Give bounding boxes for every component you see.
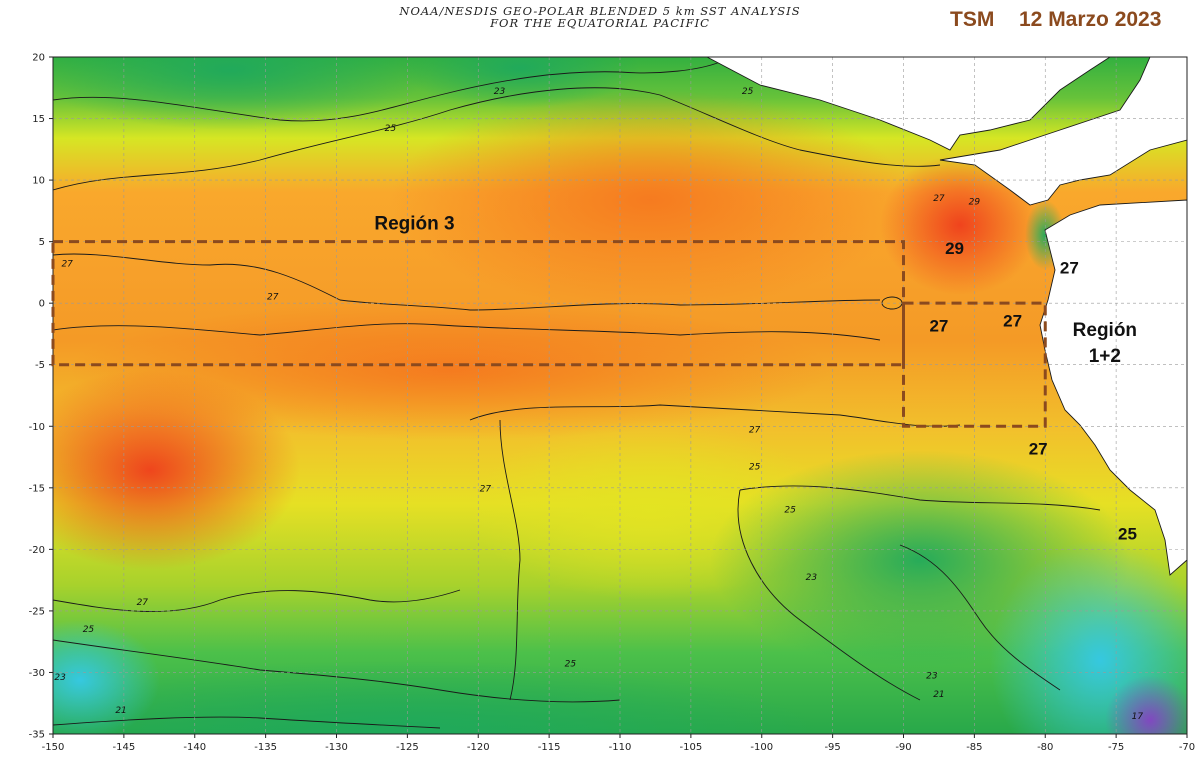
contour-27-north [53, 87, 941, 191]
x-tick-label: -90 [895, 742, 911, 753]
x-tick-label: -80 [1037, 742, 1053, 753]
cold-cyan-west [53, 620, 160, 734]
date-label: 12 Marzo 2023 [1019, 8, 1162, 31]
x-tick-label: -100 [750, 742, 773, 753]
contour-value-label: 25 [83, 625, 95, 635]
contour-labels: 27 27 27 25 23 21 25 23 25 27 27 25 25 23 25 23 21 17 29 27 [54, 87, 1143, 722]
y-tick-label: -20 [29, 545, 45, 556]
y-tick-label: 20 [32, 53, 45, 64]
x-tick-label: -95 [824, 742, 840, 753]
region-1-2-label-line2: 1+2 [1089, 346, 1121, 367]
mexico-land [706, 57, 1111, 151]
contour-27-tongue [469, 404, 961, 701]
x-tick-label: -150 [42, 742, 65, 753]
sst-annotations: 29 27 27 27 27 25 [929, 239, 1136, 544]
warm-band [70, 300, 830, 440]
x-tick-label: -70 [1179, 742, 1195, 753]
y-tick-label: -15 [29, 483, 45, 494]
x-tick-label: -135 [254, 742, 277, 753]
contour-27-west [53, 589, 461, 612]
contour-value-label: 27 [480, 485, 492, 495]
isotherm-annotation: 27 [1003, 312, 1022, 331]
cold-purple [1105, 675, 1187, 734]
south-america-land [1039, 199, 1187, 576]
region-1-2-label-line1: Región [1073, 320, 1137, 341]
contour-27-equator [53, 253, 881, 311]
y-tick-label: -5 [35, 360, 45, 371]
y-axis-ticks: 20 15 10 5 0 -5 -10 -15 -20 -25 -30 -35 [29, 53, 53, 741]
contour-value-label: 23 [926, 672, 938, 682]
contour-value-label: 21 [933, 690, 944, 700]
contour-value-label: 21 [115, 706, 126, 716]
contour-value-label: 27 [137, 598, 149, 608]
x-tick-label: -125 [396, 742, 419, 753]
y-tick-label: -10 [29, 422, 45, 433]
isotherm-annotation: 29 [945, 239, 964, 258]
x-tick-label: -145 [113, 742, 136, 753]
contour-23-southeast [899, 544, 1061, 691]
isotherm-annotation: 25 [1118, 525, 1137, 544]
cool-south [53, 660, 820, 734]
contour-value-label: 25 [749, 462, 761, 472]
contour-value-label: 25 [385, 124, 397, 134]
y-tick-label: -35 [29, 730, 45, 741]
warm-pool-north [390, 90, 910, 310]
x-tick-label: -115 [538, 742, 561, 753]
warm-core-panama [880, 155, 1040, 295]
x-axis-ticks: -150 -145 -140 -135 -130 -125 -120 -115 -110 -105… [42, 734, 1195, 753]
cool-north [400, 57, 640, 108]
region-3-label: Región 3 [374, 213, 454, 234]
contour-value-label: 25 [784, 505, 796, 515]
contour-value-label: 23 [54, 673, 66, 683]
contour-value-label: 27 [61, 259, 73, 269]
y-tick-label: 15 [32, 114, 45, 125]
land [706, 57, 1187, 576]
x-tick-label: -140 [183, 742, 206, 753]
y-tick-label: 0 [39, 299, 45, 310]
contour-value-label: 17 [1132, 712, 1144, 722]
isotherm-annotation: 27 [1029, 440, 1048, 459]
contour-value-label: 27 [267, 292, 279, 302]
contour-value-label: 27 [749, 425, 761, 435]
contour-value-label: 29 [969, 198, 981, 208]
contour-value-label: 25 [565, 659, 577, 669]
contour-21-south [53, 716, 441, 729]
x-tick-label: -120 [467, 742, 490, 753]
contour-value-label: 23 [806, 573, 818, 583]
x-tick-label: -75 [1108, 742, 1124, 753]
y-tick-label: 10 [32, 176, 45, 187]
x-tick-label: -130 [325, 742, 348, 753]
contour-value-label: 23 [494, 87, 506, 97]
nino-regions: Región 3 Región 1+2 [51, 213, 1137, 428]
product-title: NOAA/NESDIS GEO-POLAR BLENDED 5 km SST A… [399, 4, 801, 18]
x-tick-label: -105 [680, 742, 703, 753]
y-tick-label: -30 [29, 668, 45, 679]
isotherm-contours [53, 61, 1101, 729]
central-america-land [939, 57, 1187, 206]
variable-label: TSM [950, 8, 995, 31]
contour-value-label: 25 [742, 87, 754, 97]
contour-25-southeast [737, 485, 1101, 701]
y-tick-label: -25 [29, 606, 45, 617]
contour-value-label: 27 [933, 194, 945, 204]
cool-northwest [53, 57, 430, 130]
contour-25-south [53, 639, 621, 703]
isotherm-annotation: 27 [1060, 259, 1079, 278]
product-subtitle: FOR THE EQUATORIAL PACIFIC [490, 16, 710, 30]
x-tick-label: -110 [609, 742, 632, 753]
contour-25-north [53, 61, 721, 122]
isotherm-annotation: 27 [929, 316, 948, 335]
contour-27-south [53, 323, 881, 341]
y-tick-label: 5 [39, 237, 45, 248]
region-1-2-box [902, 301, 1047, 428]
x-tick-label: -85 [966, 742, 982, 753]
